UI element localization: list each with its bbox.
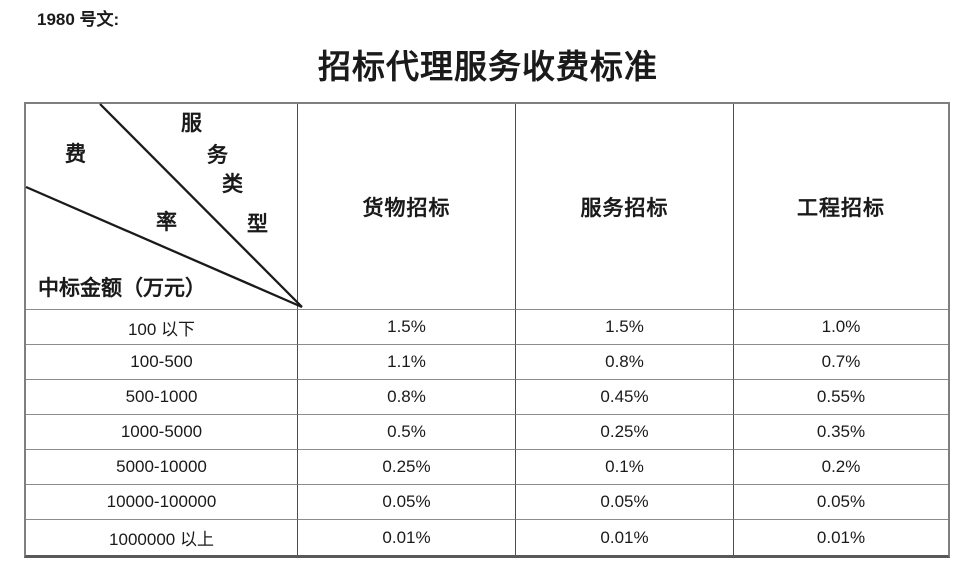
row-label: 100 以下 <box>26 310 298 345</box>
fee-value: 0.01% <box>816 527 866 547</box>
fee-value: 0.2% <box>734 450 948 485</box>
fee-value: 0.01% <box>298 520 516 555</box>
table-corner-cell: 费 率 服 务 类 型 中标金额（万元） <box>25 103 303 310</box>
fee-value: 0.1% <box>516 450 734 485</box>
row-label: 500-1000 <box>26 380 298 415</box>
corner-char-service-2: 务 <box>207 143 228 167</box>
fee-value: 0.05% <box>734 485 948 520</box>
corner-char-fee: 费 <box>65 142 86 166</box>
corner-amount-label: 中标金额（万元） <box>38 275 206 300</box>
row-label: 5000-10000 <box>26 450 298 485</box>
fee-table: 费 率 服 务 类 型 中标金额（万元） 货物招标 服务招标 工程招标 100 … <box>24 102 950 558</box>
fee-value: 1.1% <box>298 345 516 380</box>
fee-value: 0.25% <box>298 450 516 485</box>
row-label: 1000000 以上 <box>26 520 298 555</box>
fee-value: 0.05% <box>298 485 516 520</box>
fee-value: 0.25% <box>516 415 734 450</box>
fee-value: 0.8% <box>298 380 516 415</box>
corner-char-service-4: 型 <box>247 212 268 236</box>
fee-value: 0.5% <box>298 415 516 450</box>
corner-char-rate: 率 <box>156 210 177 234</box>
fee-value: 1.5% <box>516 310 734 345</box>
fee-value: 0.45% <box>516 380 734 415</box>
fee-value: 0.55% <box>734 380 948 415</box>
row-label: 100-500 <box>26 345 298 380</box>
page-title: 招标代理服务收费标准 <box>318 50 658 86</box>
row-label: 10000-100000 <box>26 485 298 520</box>
column-header-works: 工程招标 <box>734 104 948 310</box>
doc-ref: 1980 号文: <box>37 10 120 29</box>
fee-value: 0.05% <box>516 485 734 520</box>
fee-value: 0.7% <box>734 345 948 380</box>
fee-value: 0.8% <box>516 345 734 380</box>
diagonal-divider-lines <box>25 103 303 309</box>
corner-char-service-1: 服 <box>181 111 202 135</box>
fee-value: 1.0% <box>734 310 948 345</box>
row-label: 1000-5000 <box>26 415 298 450</box>
corner-char-service-3: 类 <box>222 172 243 196</box>
column-header-services: 服务招标 <box>516 104 734 310</box>
fee-value: 0.01% <box>516 520 734 555</box>
fee-value: 0.35% <box>734 415 948 450</box>
column-header-goods: 货物招标 <box>298 104 516 310</box>
fee-value: 1.5% <box>298 310 516 345</box>
